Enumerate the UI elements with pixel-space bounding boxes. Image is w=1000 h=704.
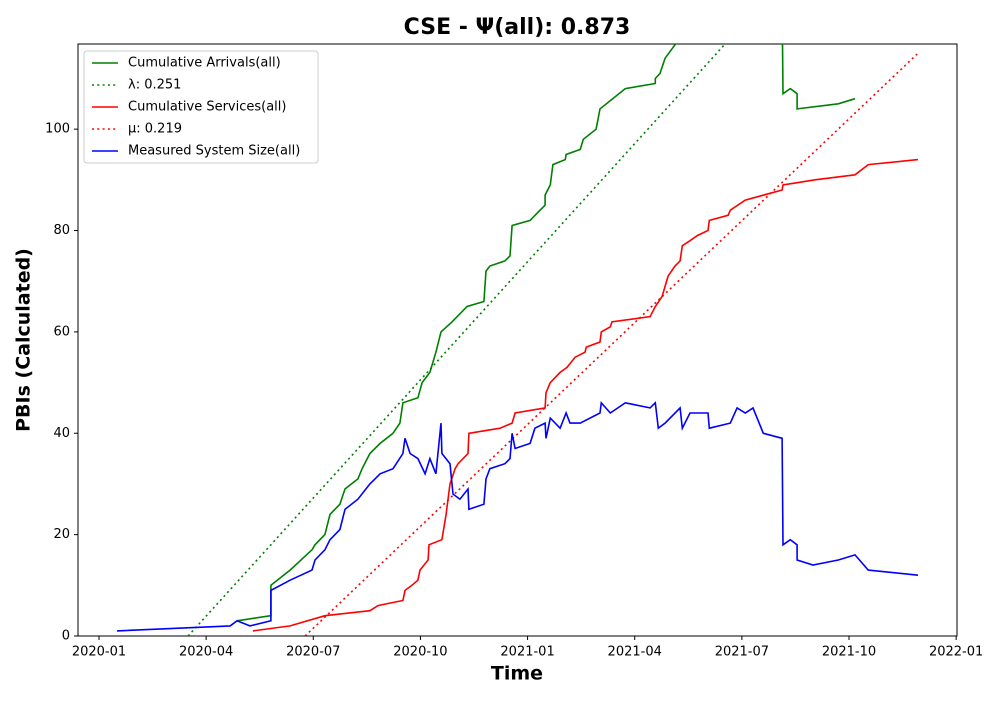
- series-line: [116, 400, 919, 632]
- series-line: [304, 53, 918, 636]
- series-line: [187, 44, 726, 636]
- y-axis-label: PBIs (Calculated): [13, 248, 35, 432]
- x-tick-label: 2021-04: [608, 645, 662, 660]
- series-line: [236, 44, 856, 622]
- x-tick-label: 2020-01: [72, 645, 126, 660]
- y-tick-label: 60: [53, 324, 70, 339]
- y-tick-label: 80: [53, 223, 70, 238]
- legend-label: λ: 0.251: [128, 78, 181, 93]
- x-tick-label: 2020-07: [286, 645, 340, 660]
- y-tick-label: 0: [62, 629, 70, 644]
- y-tick-label: 100: [45, 122, 70, 137]
- legend-label: μ: 0.219: [128, 122, 182, 137]
- x-axis-label: Time: [491, 663, 543, 685]
- chart-title: CSE - Ψ(all): 0.873: [404, 15, 631, 40]
- legend-box: [83, 50, 319, 164]
- x-tick-label: 2022-01: [929, 645, 983, 660]
- y-tick-label: 20: [53, 527, 70, 542]
- legend-label: Cumulative Arrivals(all): [128, 56, 281, 71]
- series-line: [252, 158, 919, 632]
- x-tick-label: 2021-01: [500, 645, 554, 660]
- plot-frame: [77, 43, 958, 637]
- x-tick-label: 2021-07: [715, 645, 769, 660]
- plot-lines: [116, 44, 919, 636]
- y-tick-label: 40: [53, 426, 70, 441]
- x-tick-label: 2020-04: [179, 645, 233, 660]
- x-tick-label: 2021-10: [822, 645, 876, 660]
- legend-label: Cumulative Services(all): [128, 100, 286, 115]
- legend-label: Measured System Size(all): [128, 144, 300, 159]
- x-tick-label: 2020-10: [393, 645, 447, 660]
